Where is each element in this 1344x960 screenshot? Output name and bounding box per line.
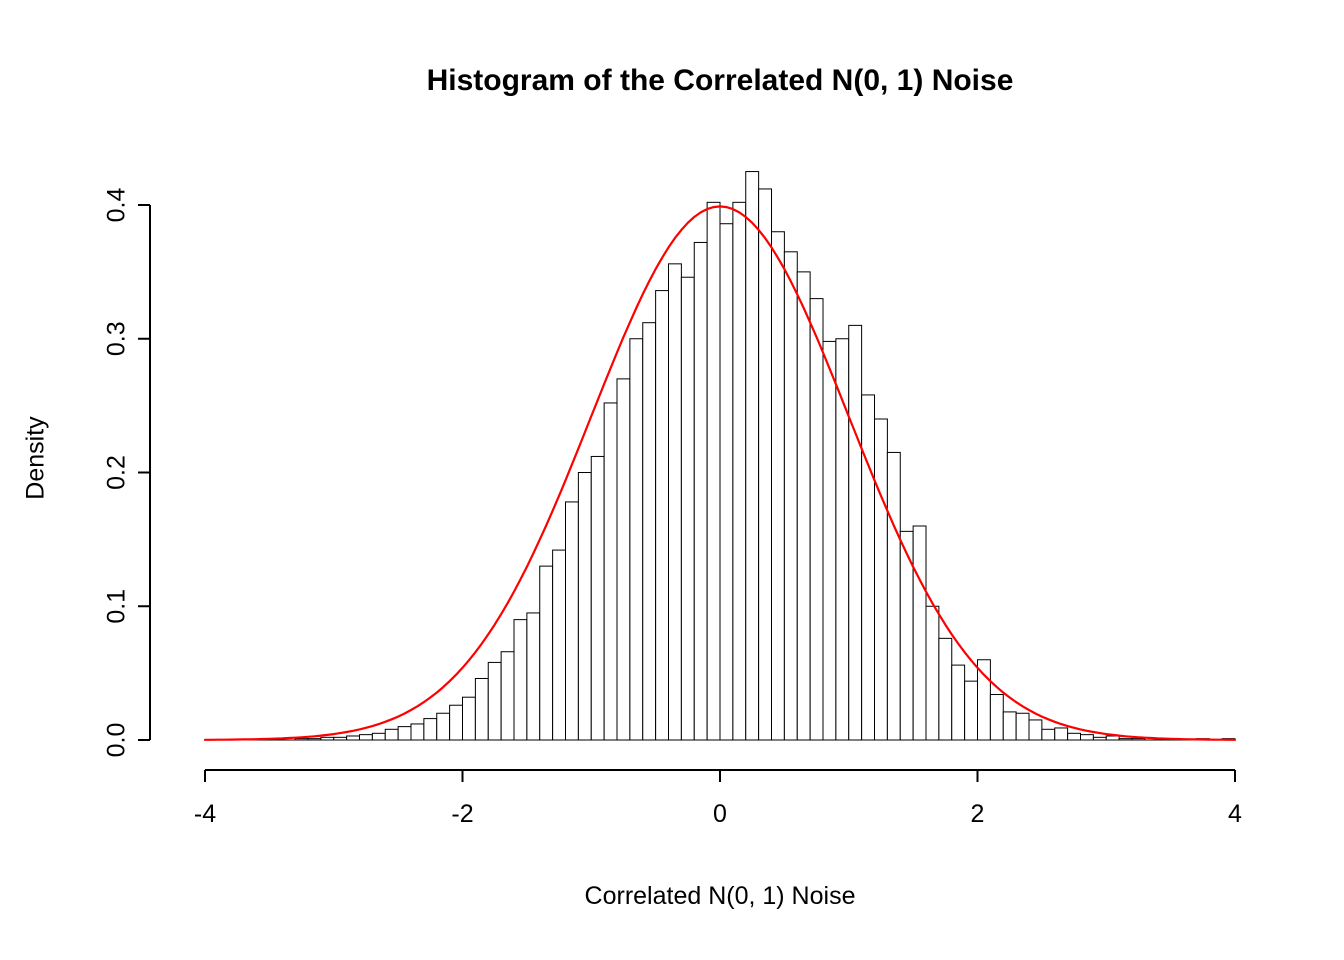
histogram-bar bbox=[1041, 728, 1056, 741]
histogram-bar bbox=[668, 263, 682, 741]
histogram-bar bbox=[1105, 735, 1120, 741]
histogram-bar bbox=[410, 723, 425, 741]
y-tick-label: 0.2 bbox=[103, 455, 131, 490]
histogram-bar bbox=[526, 612, 541, 741]
histogram-bar bbox=[1028, 719, 1043, 741]
histogram-bar bbox=[861, 394, 876, 741]
histogram-bar bbox=[732, 201, 747, 741]
histogram-bar bbox=[951, 664, 966, 741]
histogram-bar bbox=[1015, 712, 1030, 741]
y-tick-label: 0.4 bbox=[103, 188, 131, 223]
histogram-bar bbox=[642, 322, 657, 741]
histogram-bar bbox=[500, 651, 515, 741]
y-tick-label: 0.1 bbox=[103, 589, 131, 624]
histogram-bar bbox=[513, 619, 528, 741]
histogram-bar bbox=[371, 732, 386, 741]
histogram-bar bbox=[436, 712, 451, 741]
histogram-bar bbox=[655, 290, 670, 741]
histogram-bar bbox=[603, 402, 618, 741]
histogram-bar bbox=[449, 704, 464, 741]
y-axis-title: Density bbox=[21, 416, 50, 500]
histogram-bar bbox=[758, 188, 773, 741]
histogram-bar bbox=[384, 728, 399, 741]
histogram-bar bbox=[964, 680, 979, 741]
normal-density-curve bbox=[203, 205, 1237, 741]
histogram-bar bbox=[1118, 738, 1133, 741]
histogram-bar bbox=[616, 378, 631, 741]
y-tick-label: 0.3 bbox=[103, 321, 131, 356]
histogram-bar bbox=[1054, 727, 1069, 741]
histogram-bar bbox=[796, 271, 811, 741]
histogram-bar bbox=[487, 661, 502, 741]
histogram-bar bbox=[359, 734, 373, 741]
histogram-bar bbox=[886, 451, 901, 741]
histogram-bar bbox=[577, 472, 592, 741]
histogram-bar bbox=[346, 735, 361, 741]
histogram-bar bbox=[977, 659, 991, 741]
histogram-bar bbox=[1131, 738, 1146, 741]
chart-title: Histogram of the Correlated N(0, 1) Nois… bbox=[426, 64, 1014, 97]
histogram-bar bbox=[1092, 736, 1107, 741]
histogram-bar bbox=[320, 736, 335, 741]
histogram-bar bbox=[423, 718, 438, 741]
x-tick-label: -4 bbox=[194, 800, 216, 828]
histogram-bar bbox=[874, 418, 888, 741]
histogram-bar bbox=[565, 501, 579, 741]
histogram-bar bbox=[989, 694, 1004, 741]
x-axis-title: Correlated N(0, 1) Noise bbox=[584, 882, 856, 910]
histogram-bar bbox=[1002, 711, 1017, 741]
histogram-bar bbox=[294, 738, 309, 741]
histogram-bar bbox=[771, 231, 785, 741]
histogram-bar bbox=[938, 637, 953, 741]
histogram-bar bbox=[397, 726, 412, 741]
histogram-bar bbox=[307, 738, 322, 741]
histogram-bar bbox=[912, 525, 927, 741]
histogram-bar bbox=[1080, 734, 1094, 741]
histogram-bar bbox=[590, 455, 605, 741]
histogram-bar bbox=[680, 276, 695, 741]
histogram-bar bbox=[693, 241, 708, 741]
histogram-bar bbox=[925, 605, 940, 741]
histogram-bar bbox=[783, 251, 798, 741]
y-tick-label: 0.0 bbox=[103, 723, 131, 758]
histogram-bar bbox=[848, 324, 863, 741]
histogram-bar bbox=[539, 565, 554, 741]
histogram-bar bbox=[719, 223, 734, 741]
histogram-bar bbox=[809, 298, 824, 741]
histogram-bar bbox=[474, 677, 489, 741]
histogram-bar bbox=[629, 338, 644, 741]
histogram-bar bbox=[822, 340, 837, 741]
histogram-bar bbox=[333, 736, 348, 741]
x-tick-label: 0 bbox=[713, 800, 727, 828]
histogram-bar bbox=[745, 171, 760, 741]
histogram-bar bbox=[552, 549, 567, 741]
histogram-bar bbox=[1067, 732, 1082, 741]
x-tick-label: 2 bbox=[971, 800, 985, 828]
x-tick-label: -2 bbox=[451, 800, 473, 828]
x-tick-label: 4 bbox=[1228, 800, 1242, 828]
histogram-bar bbox=[706, 201, 721, 741]
histogram-bar bbox=[462, 696, 476, 741]
